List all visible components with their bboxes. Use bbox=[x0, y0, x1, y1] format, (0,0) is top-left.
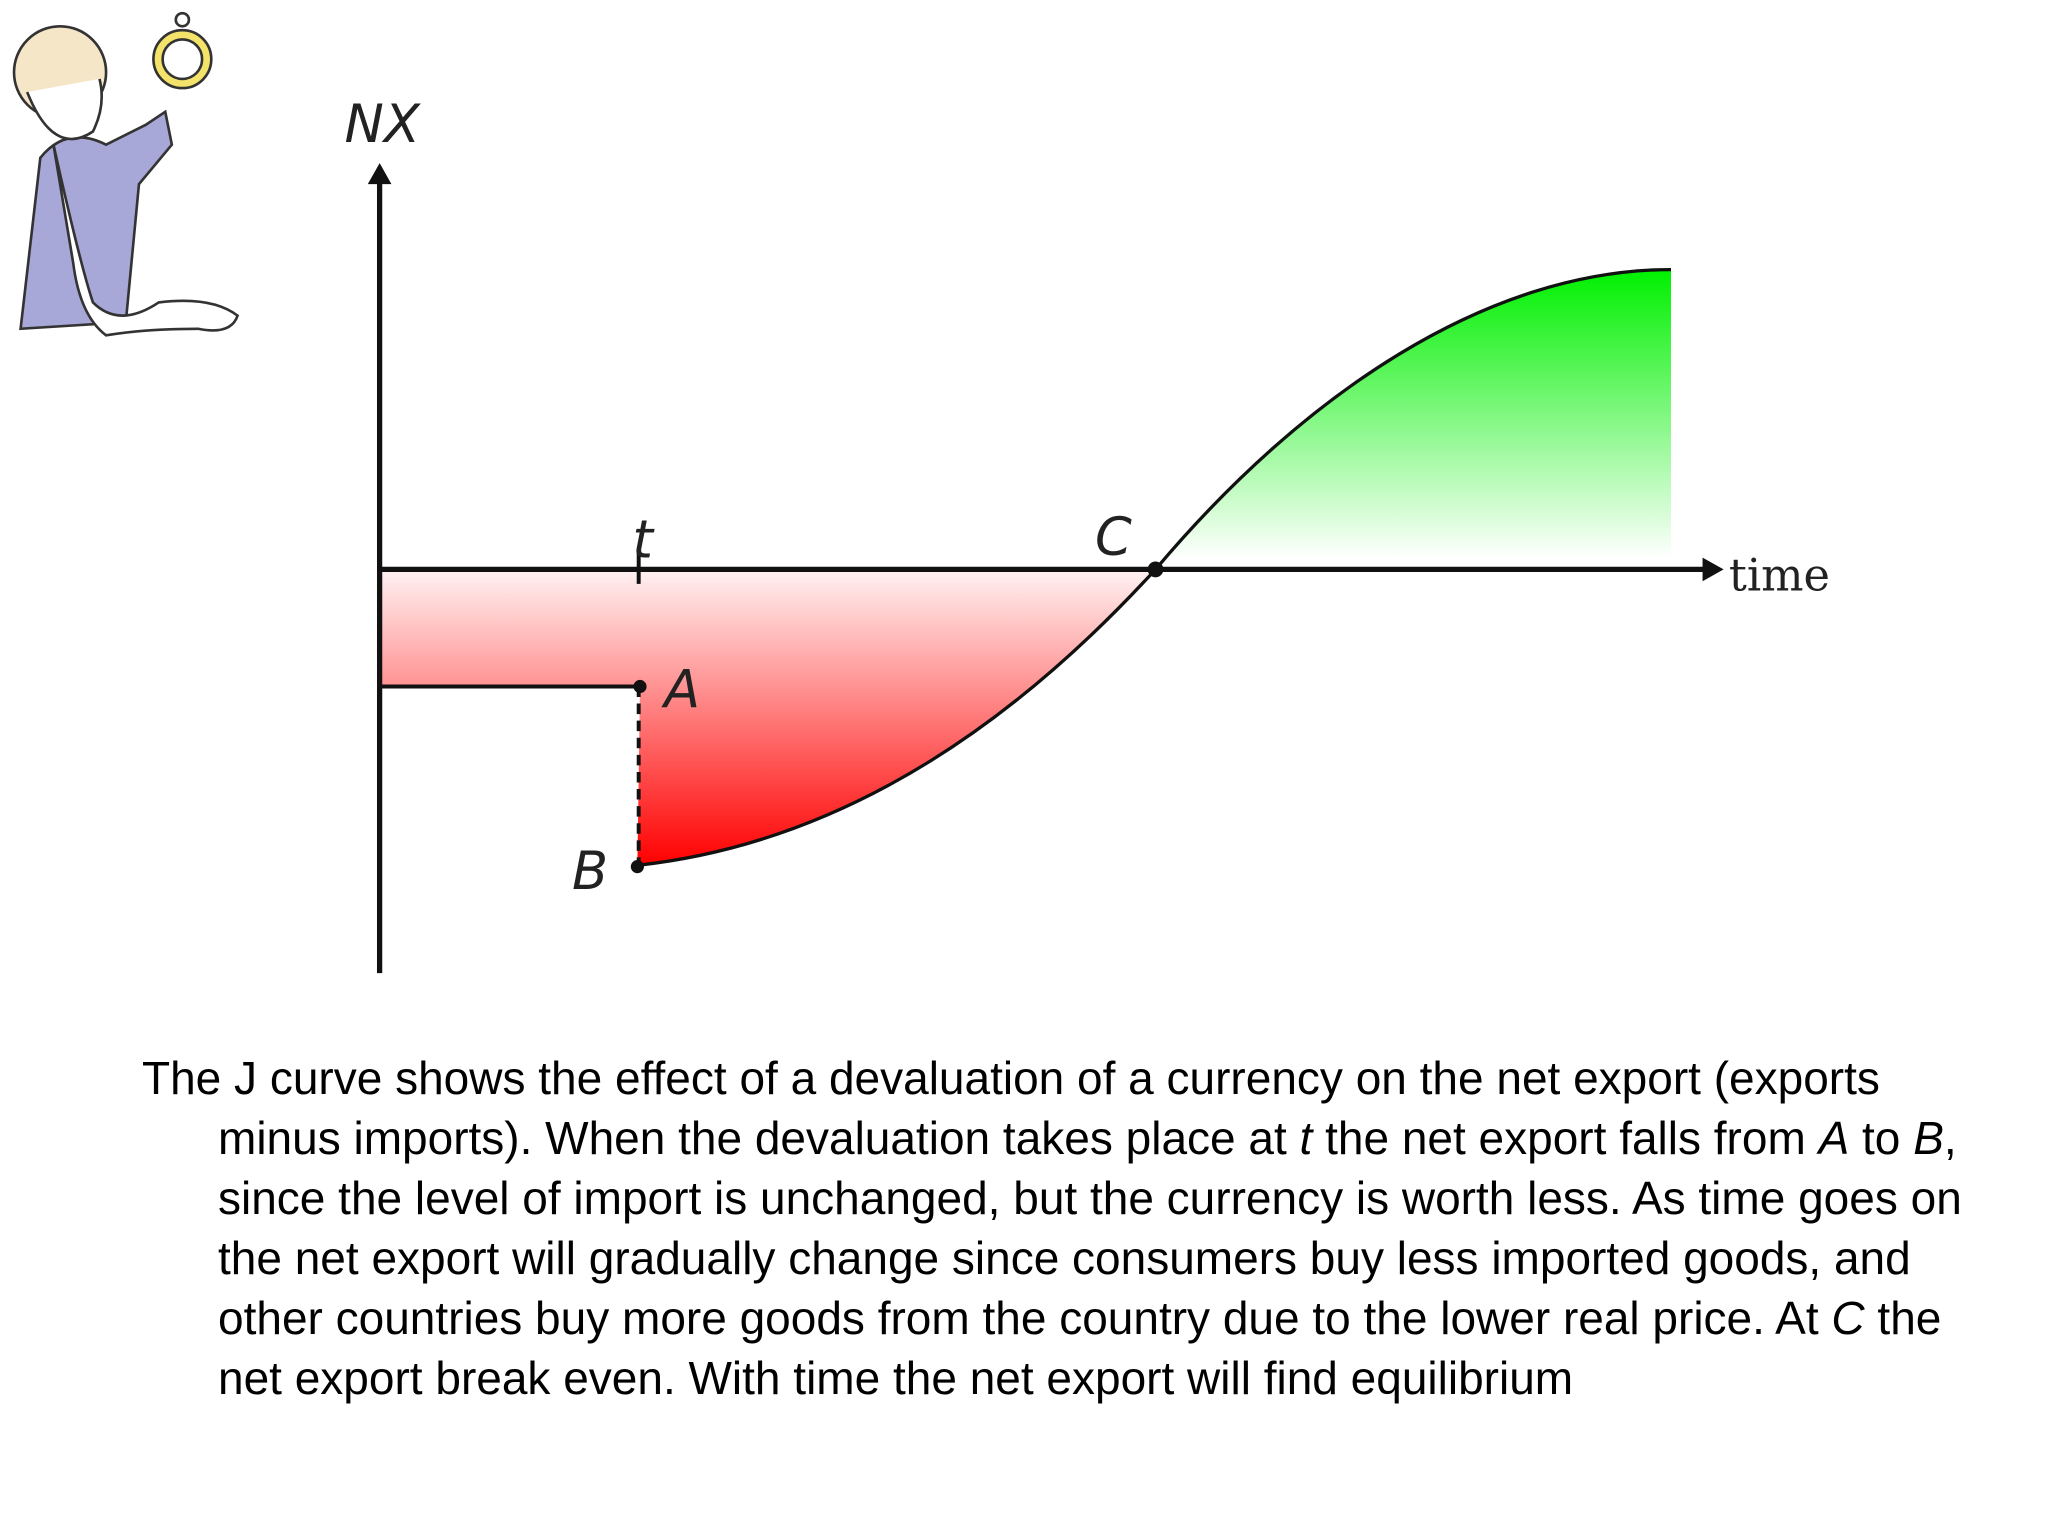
point-t-label: t bbox=[632, 510, 655, 571]
surplus-area bbox=[1155, 269, 1672, 570]
caption: The J curve shows the effect of a devalu… bbox=[142, 1048, 2008, 1408]
caption-italic: C bbox=[1831, 1292, 1865, 1344]
caption-text: the net export break even. With time the… bbox=[218, 1292, 1942, 1404]
deficit-area bbox=[379, 569, 1156, 866]
y-axis-label: NX bbox=[345, 94, 421, 155]
point-c-label: C bbox=[1095, 507, 1132, 568]
point-a-label: A bbox=[661, 660, 700, 721]
caption-italic: B bbox=[1913, 1112, 1944, 1164]
caption-text: to bbox=[1849, 1112, 1914, 1164]
caption-text: , since the level of import is unchanged… bbox=[218, 1112, 1962, 1344]
y-axis-arrow bbox=[367, 163, 392, 185]
point-b-label: B bbox=[572, 841, 608, 902]
caption-text: the net export falls from bbox=[1312, 1112, 1819, 1164]
point-a bbox=[633, 679, 647, 694]
x-axis-label: time bbox=[1729, 548, 1830, 601]
point-c bbox=[1147, 561, 1164, 578]
cartoon-figure bbox=[12, 11, 240, 337]
caption-italic: t bbox=[1299, 1112, 1313, 1164]
x-axis-arrow bbox=[1702, 557, 1724, 582]
caption-italic: A bbox=[1818, 1112, 1850, 1164]
caption-text: The J curve shows the effect of a devalu… bbox=[142, 1052, 1880, 1164]
point-b bbox=[630, 860, 644, 874]
